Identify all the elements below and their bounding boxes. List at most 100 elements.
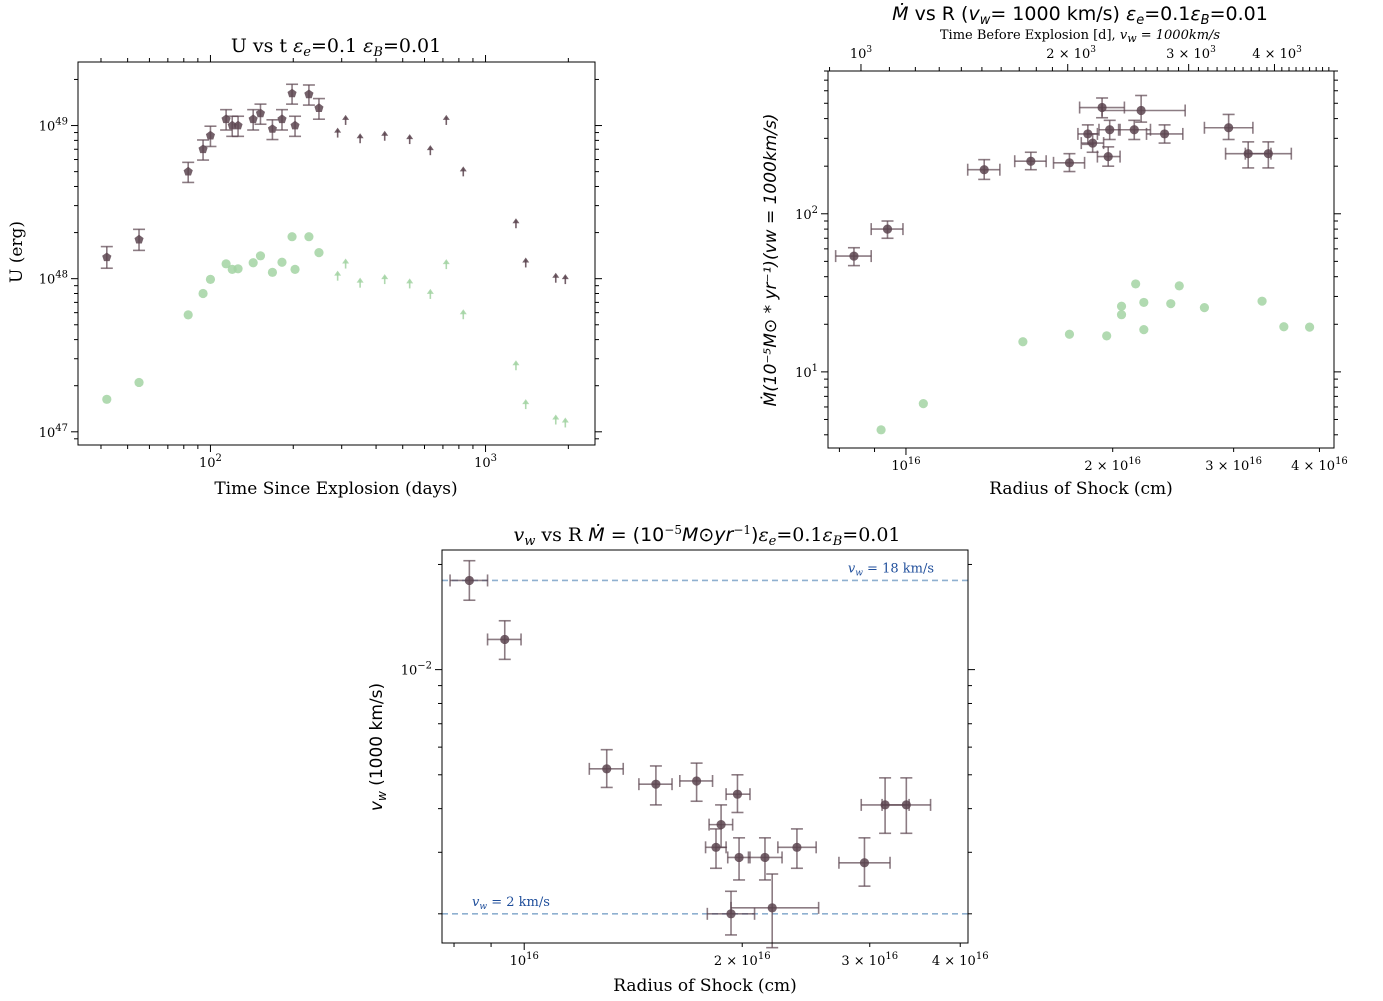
data-point (290, 264, 300, 274)
panel1-ylabel: U (erg) (7, 221, 27, 283)
data-point (134, 377, 144, 388)
data-point (602, 764, 612, 774)
data-point (500, 634, 510, 645)
lower-limit-arrow (552, 414, 560, 420)
data-point (882, 224, 893, 234)
data-point (1304, 322, 1315, 332)
data-point (248, 114, 258, 124)
x-tick-label: 4 × 1016 (1291, 456, 1348, 474)
y-tick-label: 1049 (39, 117, 68, 135)
data-point (314, 248, 324, 258)
data-point (277, 114, 287, 124)
lower-limit-arrow (522, 399, 530, 405)
panel2-ylabel: Ṁ(10⁻⁵M⊙ * yr⁻¹)(vw = 1000km/s) (760, 114, 781, 407)
lower-limit-arrow (459, 166, 467, 172)
data-point (716, 820, 726, 830)
lower-limit-arrow (334, 127, 342, 133)
panel3-xlabel: Radius of Shock (cm) (613, 976, 797, 996)
y-tick-label: 101 (795, 363, 818, 381)
lower-limit-arrow (356, 277, 364, 283)
x-tick-label: 1016 (510, 951, 539, 969)
lower-limit-arrow (381, 130, 389, 136)
x-tick-label: 102 (199, 453, 222, 471)
data-point (1129, 125, 1139, 135)
panel2-ticks: 101 102 1016 2 × 1016 3 × 1016 4 × 1016 103 2 ×… (795, 45, 1348, 474)
panel3-marks: vw = 18 km/s vw = 2 km/s (442, 559, 968, 949)
data-point (1026, 156, 1036, 166)
data-point (1116, 310, 1127, 320)
top-tick-label: 3 × 103 (1166, 45, 1216, 62)
lower-limit-arrow (426, 288, 434, 294)
data-point (255, 108, 265, 118)
data-point (314, 103, 324, 112)
data-point (233, 120, 243, 130)
reference-line-label: vw = 2 km/s (472, 895, 550, 912)
top-tick-label: 2 × 103 (1046, 45, 1096, 62)
data-point (1224, 123, 1234, 133)
panel2-marks (834, 94, 1315, 435)
x-tick-label: 3 × 1016 (841, 951, 898, 969)
data-point (267, 124, 277, 133)
lower-limit-arrow (426, 145, 434, 151)
data-point (1257, 296, 1267, 306)
data-point (792, 842, 802, 852)
data-point (1166, 299, 1176, 309)
data-point (221, 259, 231, 269)
data-point (233, 264, 243, 274)
lower-limit-arrow (342, 258, 350, 264)
lower-limit-arrow (512, 218, 520, 224)
data-point (760, 852, 770, 863)
data-point (102, 394, 112, 404)
panel1-title: U vs t εe=0.1 εB=0.01 (231, 35, 441, 60)
lower-limit-arrow (552, 272, 560, 278)
data-point (134, 234, 144, 244)
panel3-ticks: 10−2 1016 2 × 1016 3 × 1016 4 × 1016 (401, 563, 989, 969)
panel3-ylabel: vw (1000 km/s) (367, 683, 389, 811)
data-point (1018, 337, 1028, 347)
data-point (1064, 158, 1075, 168)
data-point (277, 257, 287, 267)
data-point (859, 858, 870, 868)
data-point (1139, 297, 1149, 308)
data-point (692, 776, 702, 786)
data-point (918, 399, 928, 409)
lower-limit-arrow (522, 257, 530, 263)
top-tick-label: 4 × 103 (1252, 45, 1302, 62)
panel2-top-axis-label: Time Before Explosion [d], vw = 1000km/s (940, 28, 1221, 45)
x-tick-label: 3 × 1016 (1205, 456, 1262, 474)
data-point (183, 166, 193, 176)
lower-limit-arrow (406, 134, 414, 140)
panel-massloss-vs-radius: Ṁ vs R (vw= 1000 km/s) εe=0.1εB=0.01 Tim… (760, 2, 1348, 499)
panel2-xlabel: Radius of Shock (cm) (989, 479, 1173, 499)
panel2-frame (827, 70, 1335, 449)
data-point (767, 903, 777, 913)
panel3-frame (441, 549, 969, 944)
data-point (205, 274, 216, 284)
data-point (1263, 149, 1273, 159)
data-point (1159, 129, 1170, 139)
data-point (1105, 125, 1115, 135)
data-point (979, 165, 989, 175)
lower-limit-arrow (356, 133, 364, 139)
lower-limit-arrow (342, 114, 350, 120)
data-point (464, 575, 474, 586)
y-tick-label: 10−2 (401, 661, 432, 679)
data-point (290, 120, 300, 130)
x-tick-label: 1016 (891, 456, 920, 474)
x-tick-label: 103 (474, 453, 497, 471)
reference-line-label: vw = 18 km/s (848, 561, 934, 578)
data-point (734, 852, 744, 863)
data-point (876, 425, 886, 435)
data-point (1102, 331, 1112, 341)
panel1-ticks: 1047 1048 1049 102 103 (39, 55, 602, 471)
lower-limit-arrow (442, 114, 450, 120)
lower-limit-arrow (561, 417, 569, 423)
data-point (1139, 325, 1149, 335)
panel2-title: Ṁ vs R (vw= 1000 km/s) εe=0.1εB=0.01 (892, 2, 1268, 28)
x-tick-label: 2 × 1016 (714, 951, 771, 969)
data-point (287, 88, 297, 98)
y-tick-label: 1047 (39, 423, 68, 441)
data-point (651, 779, 661, 789)
panel1-xlabel: Time Since Explosion (days) (214, 479, 457, 499)
